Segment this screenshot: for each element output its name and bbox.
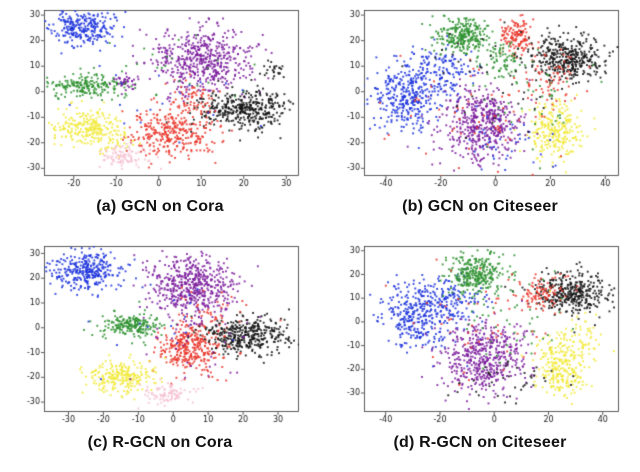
caption-b: (b) GCN on Citeseer [402,198,558,215]
scatter-plot-gcn-citeseer [334,4,626,192]
scatter-plot-rgcn-citeseer [334,240,626,428]
subplot-cell-d: (d) R-GCN on Citeseer [320,236,640,472]
subplot-cell-c: (c) R-GCN on Cora [0,236,320,472]
scatter-plot-rgcn-cora [14,240,306,428]
scatter-plot-gcn-cora [14,4,306,192]
subplot-cell-a: (a) GCN on Cora [0,0,320,236]
caption-d: (d) R-GCN on Citeseer [393,434,567,451]
caption-c: (c) R-GCN on Cora [87,434,233,451]
caption-a: (a) GCN on Cora [96,198,224,215]
subplot-cell-b: (b) GCN on Citeseer [320,0,640,236]
